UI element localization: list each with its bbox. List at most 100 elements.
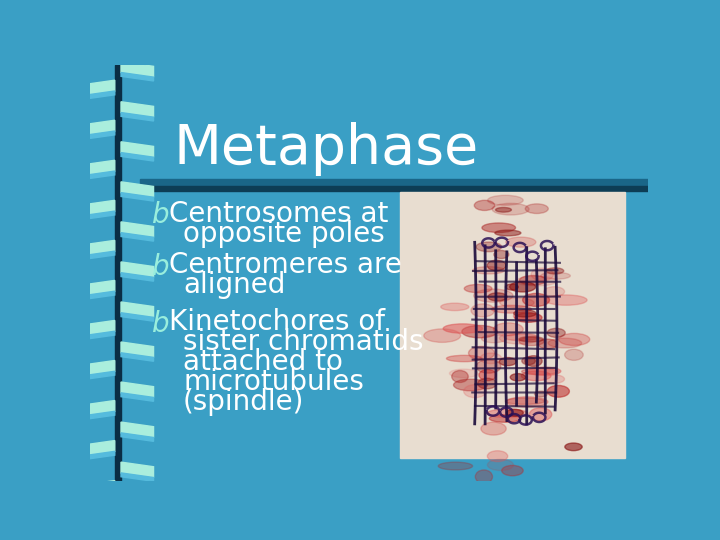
Ellipse shape [521,368,558,375]
Polygon shape [121,72,153,81]
Ellipse shape [529,408,552,421]
Ellipse shape [424,329,461,342]
Ellipse shape [477,378,497,389]
Ellipse shape [446,355,482,362]
Ellipse shape [482,223,516,233]
Ellipse shape [522,357,536,364]
Polygon shape [121,353,153,361]
Bar [140,179,648,186]
Ellipse shape [514,310,536,317]
Polygon shape [121,182,153,197]
Polygon shape [82,451,114,460]
Polygon shape [121,142,153,157]
Ellipse shape [548,338,582,348]
Polygon shape [82,91,114,99]
Polygon shape [82,131,114,139]
Ellipse shape [546,268,564,274]
Ellipse shape [541,272,570,279]
Ellipse shape [469,346,495,360]
Ellipse shape [531,268,554,281]
Text: Metaphase: Metaphase [174,123,479,177]
Ellipse shape [513,312,536,320]
Polygon shape [82,401,114,416]
Ellipse shape [494,251,509,259]
Text: b: b [152,253,170,281]
Ellipse shape [454,379,487,391]
Ellipse shape [500,332,539,344]
Polygon shape [82,240,114,256]
Polygon shape [82,171,114,179]
Polygon shape [82,491,114,500]
Polygon shape [121,393,153,401]
Polygon shape [82,411,114,420]
Ellipse shape [559,333,590,346]
Polygon shape [121,342,153,357]
Ellipse shape [519,338,544,346]
Ellipse shape [500,298,534,307]
Ellipse shape [564,349,583,360]
Text: Centrosomes at: Centrosomes at [169,200,388,227]
Ellipse shape [476,242,502,252]
Ellipse shape [547,328,565,338]
Ellipse shape [510,374,526,381]
Polygon shape [82,331,114,340]
Ellipse shape [473,267,505,274]
Polygon shape [121,302,153,318]
Ellipse shape [474,289,513,302]
Ellipse shape [538,339,557,349]
Text: Centromeres are: Centromeres are [169,251,402,279]
Polygon shape [82,80,114,96]
Ellipse shape [451,370,468,382]
Polygon shape [121,222,153,237]
Ellipse shape [534,391,547,397]
Ellipse shape [492,204,529,215]
Text: sister chromatids: sister chromatids [183,328,423,356]
Polygon shape [82,361,114,376]
Ellipse shape [521,371,551,381]
Ellipse shape [488,293,507,301]
Text: opposite poles: opposite poles [183,220,384,247]
Ellipse shape [547,386,570,397]
Text: (spindle): (spindle) [183,388,305,416]
Polygon shape [121,433,153,441]
Text: microtubules: microtubules [183,368,364,396]
Bar [114,65,121,481]
Polygon shape [121,262,153,278]
Polygon shape [82,280,114,296]
Ellipse shape [505,398,544,404]
Ellipse shape [480,353,502,363]
Bar [140,186,648,191]
Polygon shape [121,422,153,437]
Ellipse shape [525,356,542,367]
Ellipse shape [544,287,564,296]
Polygon shape [82,251,114,260]
Ellipse shape [502,465,523,476]
Polygon shape [121,473,153,481]
Polygon shape [121,112,153,121]
Ellipse shape [476,360,501,373]
Ellipse shape [464,285,492,293]
Bar [400,192,625,457]
Ellipse shape [479,369,496,381]
Ellipse shape [449,369,478,377]
Ellipse shape [495,230,521,236]
Polygon shape [121,193,153,201]
Ellipse shape [500,483,528,493]
Polygon shape [121,462,153,477]
Polygon shape [82,160,114,176]
Ellipse shape [487,459,513,470]
Text: Kinetochores of: Kinetochores of [169,308,385,336]
Ellipse shape [438,462,472,470]
Polygon shape [82,120,114,136]
Text: b: b [152,309,170,338]
Polygon shape [82,291,114,300]
Polygon shape [121,273,153,281]
Polygon shape [121,233,153,241]
Ellipse shape [506,397,548,407]
Text: aligned: aligned [183,271,285,299]
Polygon shape [82,211,114,220]
Ellipse shape [526,204,548,213]
Ellipse shape [495,207,511,212]
Ellipse shape [565,443,582,451]
Ellipse shape [482,335,506,343]
